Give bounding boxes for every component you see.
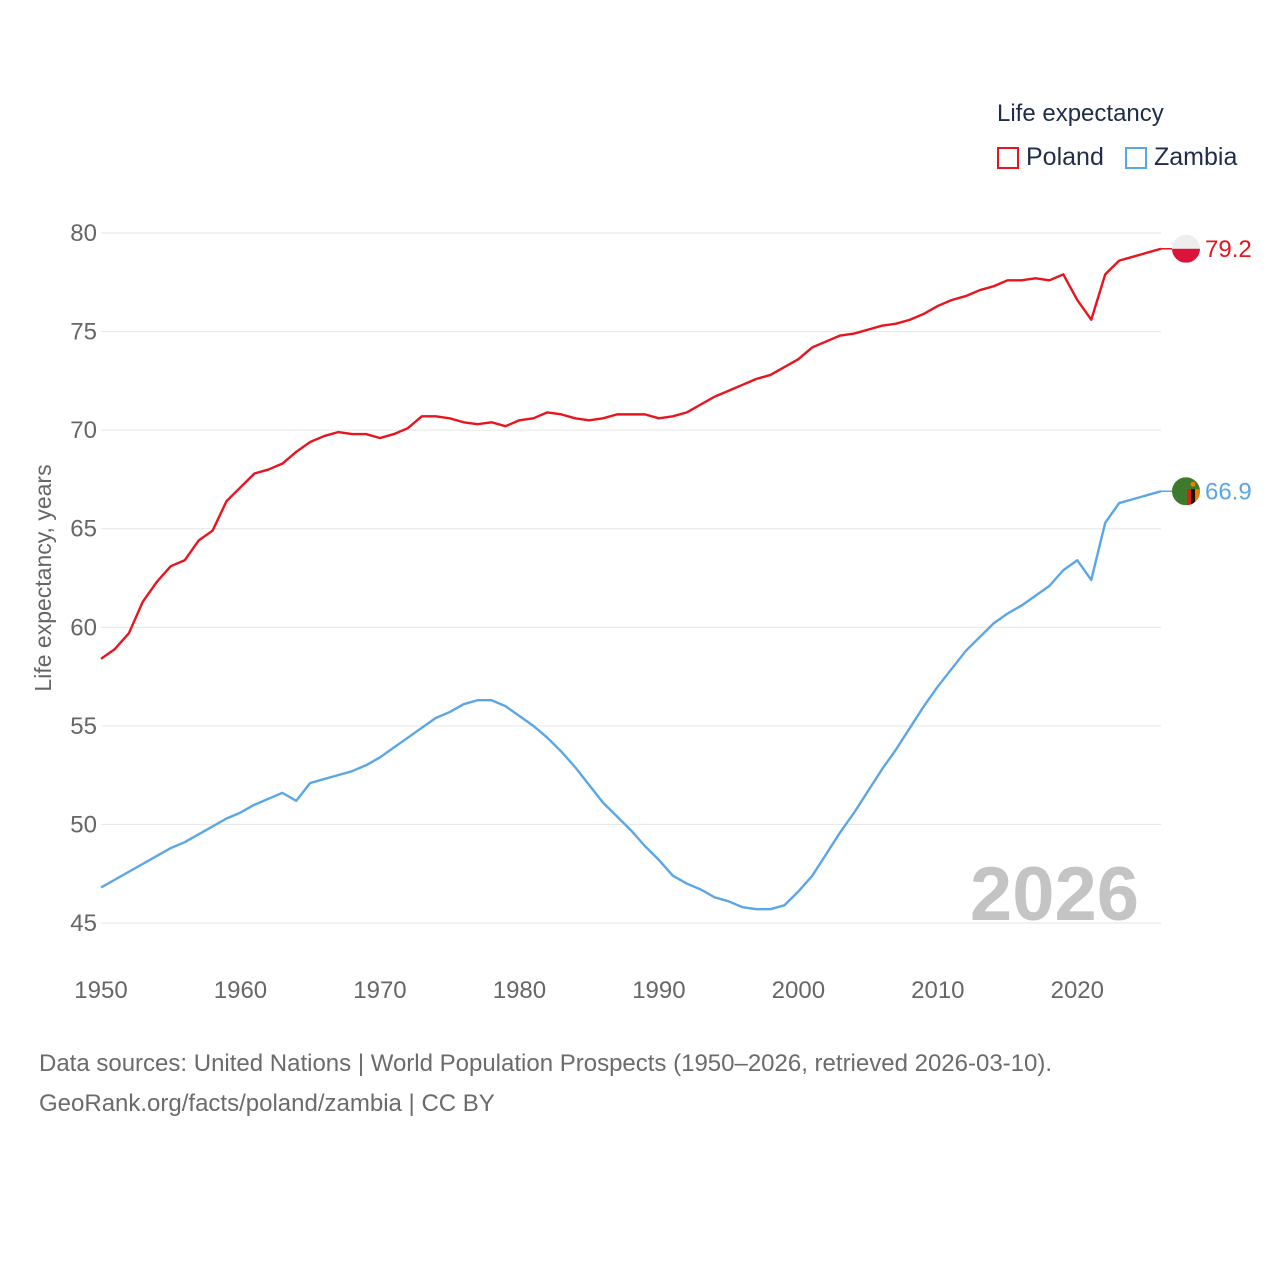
source-line-1: Data sources: United Nations | World Pop… <box>39 1050 1053 1077</box>
gridlines <box>101 232 1161 924</box>
y-tick-60: 60 <box>70 614 97 641</box>
y-tick-65: 65 <box>70 516 97 543</box>
y-tick-70: 70 <box>70 417 97 444</box>
x-tick-1980: 1980 <box>493 977 546 1004</box>
zambia-flag-icon <box>1172 477 1200 506</box>
series-line-poland <box>100 247 1162 660</box>
series-lines <box>100 247 1172 911</box>
y-tick-45: 45 <box>70 910 97 937</box>
legend-title: Life expectancy <box>997 100 1164 127</box>
y-tick-labels: 45 50 55 60 65 70 75 80 <box>70 220 97 937</box>
x-tick-2020: 2020 <box>1051 977 1104 1004</box>
x-tick-1950: 1950 <box>74 977 127 1004</box>
series-line-zambia <box>100 490 1162 911</box>
legend-label-zambia: Zambia <box>1154 143 1238 171</box>
x-tick-labels: 1950 1960 1970 1980 1990 2000 2010 2020 <box>74 977 1104 1004</box>
legend-swatch-poland <box>997 146 1019 169</box>
year-watermark: 2026 <box>970 852 1139 937</box>
y-tick-75: 75 <box>70 319 97 346</box>
x-tick-2000: 2000 <box>772 977 825 1004</box>
y-tick-55: 55 <box>70 713 97 740</box>
x-tick-1970: 1970 <box>353 977 406 1004</box>
poland-end-value: 79.2 <box>1205 236 1252 263</box>
x-tick-1990: 1990 <box>632 977 685 1004</box>
source-line-2[interactable]: GeoRank.org/facts/poland/zambia | CC BY <box>39 1090 495 1117</box>
x-tick-2010: 2010 <box>911 977 964 1004</box>
legend-item-zambia[interactable]: Zambia <box>1125 143 1237 172</box>
y-tick-50: 50 <box>70 811 97 838</box>
y-tick-80: 80 <box>70 220 97 247</box>
y-axis-label: Life expectancy, years <box>30 464 56 691</box>
source-note: Data sources: United Nations | World Pop… <box>39 1044 1052 1124</box>
poland-flag-icon <box>1172 234 1200 263</box>
legend-swatch-zambia <box>1125 146 1147 169</box>
zambia-end-value: 66.9 <box>1205 478 1252 505</box>
legend-item-poland[interactable]: Poland <box>997 143 1104 172</box>
x-tick-1960: 1960 <box>214 977 267 1004</box>
legend-label-poland: Poland <box>1026 143 1104 171</box>
